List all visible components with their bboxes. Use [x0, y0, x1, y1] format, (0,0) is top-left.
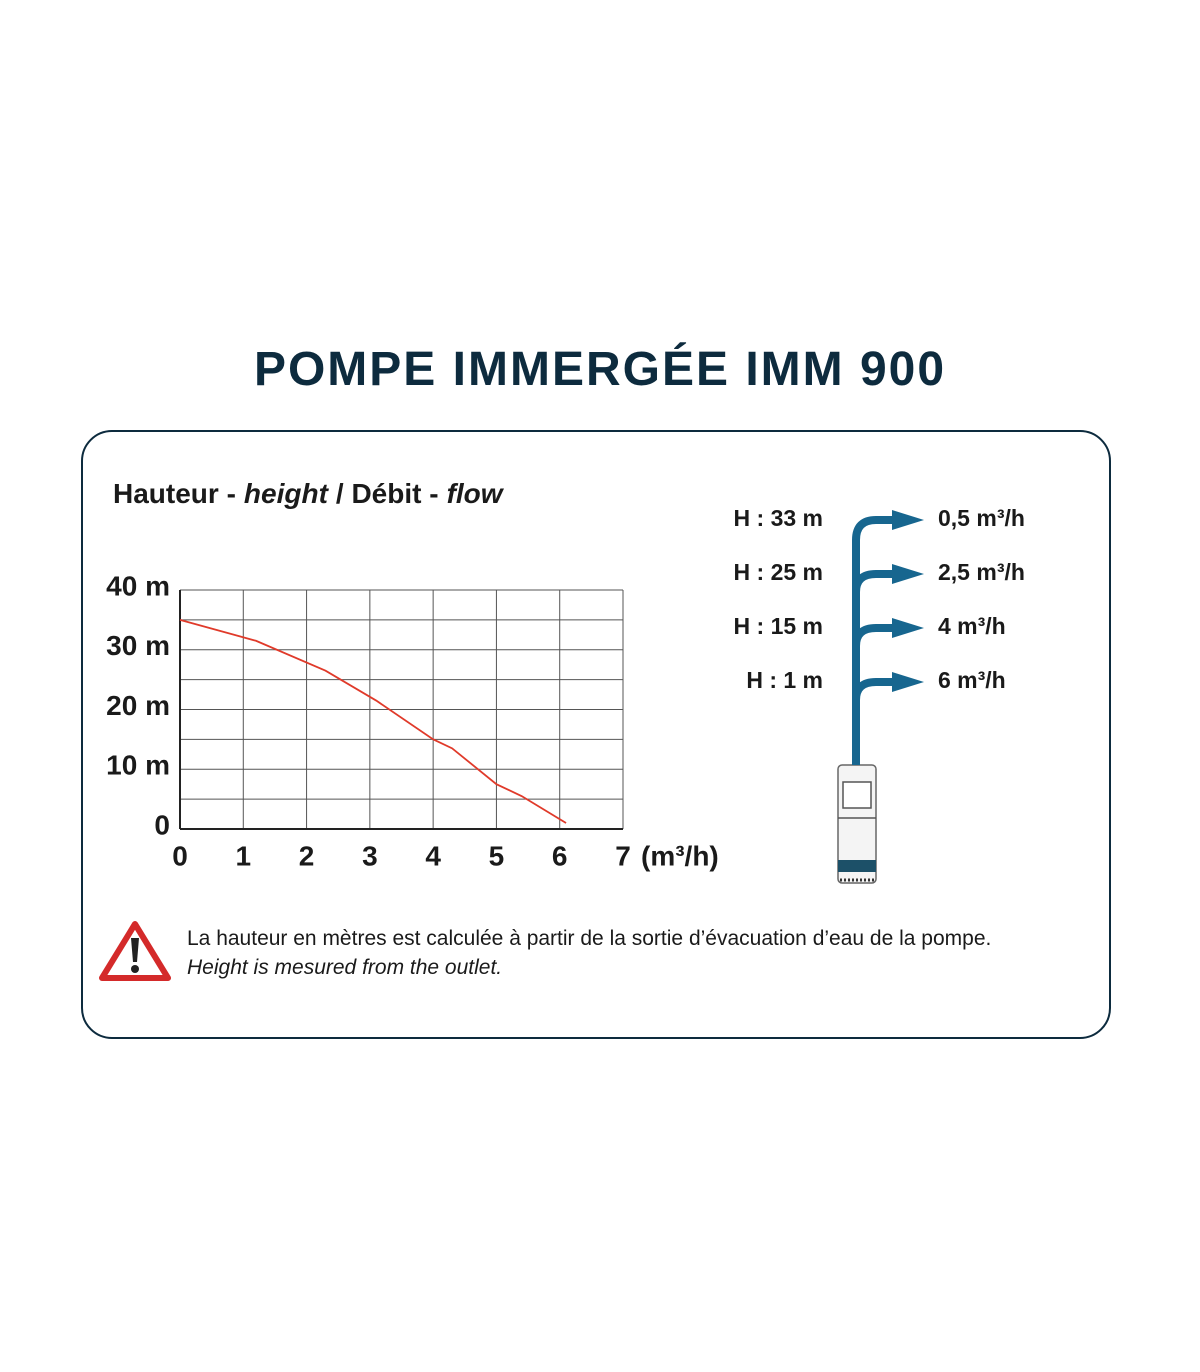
note-text: Height is mesured from the outlet.	[187, 956, 502, 979]
x-tick-label: 2	[299, 840, 315, 871]
x-tick-label: 1	[235, 840, 251, 871]
y-tick-label: 40 m	[106, 570, 170, 601]
arrow-head	[892, 618, 924, 638]
outlet-height: H : 25 m	[734, 559, 823, 585]
subtitle-part: flow	[447, 478, 505, 509]
outlet-flow: 0,5 m³/h	[938, 505, 1025, 531]
warning-mark	[131, 938, 139, 962]
pump-head	[842, 781, 872, 809]
note-text: La hauteur en mètres est calculée à part…	[187, 927, 991, 950]
x-axis-label: (m³/h)	[641, 840, 719, 871]
subtitle-part: height	[244, 478, 330, 509]
page-title: POMPE IMMERGÉE IMM 900	[254, 342, 946, 396]
subtitle-part: / Débit -	[336, 478, 439, 509]
chart-subtitle: Hauteur - height / Débit - flow	[113, 478, 505, 509]
outlet-flow: 6 m³/h	[938, 667, 1006, 693]
line-series	[179, 619, 567, 824]
pipe-branch	[852, 678, 896, 701]
y-tick-label: 10 m	[106, 750, 170, 781]
x-tick-label: 7	[615, 840, 631, 871]
x-tick-label: 5	[489, 840, 505, 871]
subtitle-part: Hauteur -	[113, 478, 236, 509]
pipe-branch	[852, 570, 896, 593]
x-tick-label: 3	[362, 840, 378, 871]
pipe-branch	[852, 624, 896, 647]
arrow-head	[892, 510, 924, 530]
outlet-height: H : 33 m	[734, 505, 823, 531]
outlet-height: H : 15 m	[734, 613, 823, 639]
y-tick-label: 0	[154, 809, 170, 840]
outlet-flow: 4 m³/h	[938, 613, 1006, 639]
arrow-head	[892, 564, 924, 584]
y-tick-label: 20 m	[106, 690, 170, 721]
pump-diagram	[837, 510, 924, 884]
outlet-flow: 2,5 m³/h	[938, 559, 1025, 585]
x-tick-label: 6	[552, 840, 568, 871]
pipe	[852, 516, 896, 765]
arrow-head	[892, 672, 924, 692]
warning-dot	[131, 965, 139, 973]
warning-icon	[99, 921, 171, 981]
outlet-height: H : 1 m	[746, 667, 823, 693]
x-tick-label: 0	[172, 840, 188, 871]
pump-band	[838, 860, 876, 872]
x-tick-label: 4	[425, 840, 441, 871]
y-tick-label: 30 m	[106, 630, 170, 661]
panel	[81, 430, 1111, 1039]
